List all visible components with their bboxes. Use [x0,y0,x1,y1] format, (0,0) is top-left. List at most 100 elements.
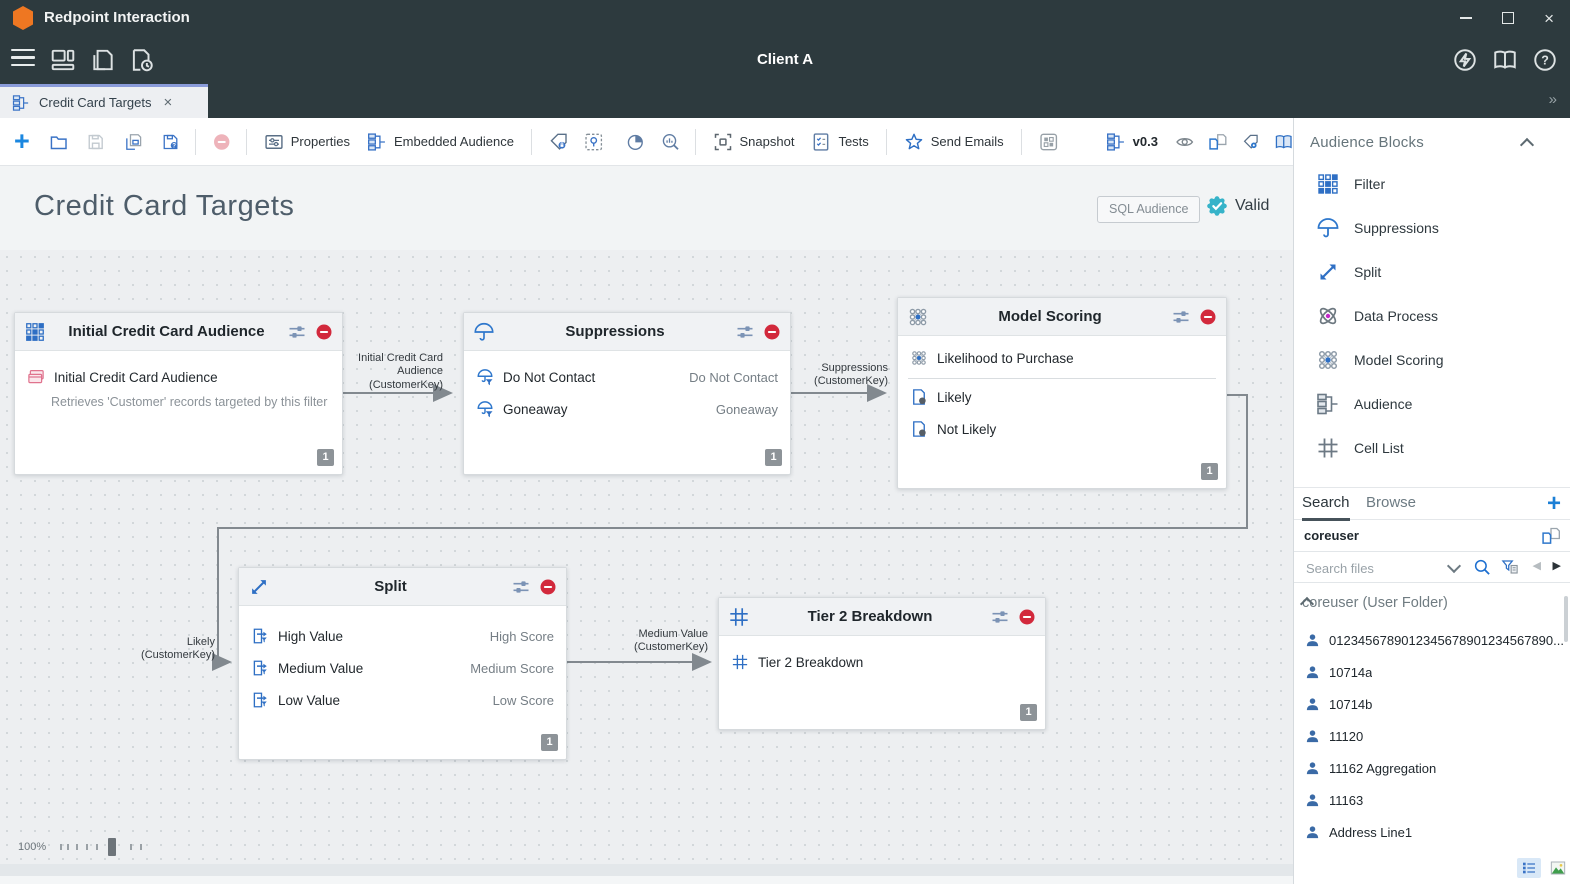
search-icon[interactable] [1473,558,1491,576]
forward-icon[interactable]: ▶ [1552,560,1561,572]
folder-pages-icon[interactable] [1541,526,1561,546]
snapshot-button[interactable]: Snapshot [713,132,794,152]
flow-canvas[interactable]: Credit Card Targets SQL Audience Valid I… [0,166,1293,884]
tab-close-icon[interactable]: × [163,94,173,111]
node-tier-2-breakdown[interactable]: Tier 2 Breakdown Tier 2 Breakdown 1 [718,597,1046,730]
version-button[interactable]: v0.3 [1106,132,1158,152]
node-model-scoring[interactable]: Model Scoring Likelihood to Purchase Lik… [897,297,1227,489]
tests-button[interactable]: Tests [811,132,869,152]
flash-icon[interactable] [1452,47,1478,73]
node-row[interactable]: Do Not Contact Do Not Contact [464,361,790,393]
tab-browse[interactable]: Browse [1366,494,1417,511]
node-header: Suppressions [464,313,790,351]
atom-icon [1316,304,1340,328]
search-files-input[interactable] [1304,556,1446,580]
zoom-slider-handle[interactable] [108,838,117,856]
more-tabs-icon[interactable]: » [1548,91,1557,108]
file-item[interactable]: 10714b [1294,688,1570,720]
folder-section-header[interactable]: coreuser (User Folder) [1294,583,1570,623]
model-scoring-icon [1316,348,1340,372]
palette-item-model-scoring[interactable]: Model Scoring [1294,338,1570,382]
thumbnail-view-toggle[interactable] [1546,858,1570,878]
palette-item-suppressions[interactable]: Suppressions [1294,206,1570,250]
node-settings-icon[interactable] [1171,307,1191,327]
file-item[interactable]: Address Line1 [1294,816,1570,848]
search-row: ◀ ▶ [1294,552,1570,583]
palette-item-data-process[interactable]: Data Process [1294,294,1570,338]
node-remove-icon[interactable] [539,578,557,596]
node-row[interactable]: Likelihood to Purchase [898,342,1226,374]
node-remove-icon[interactable] [1018,608,1036,626]
tag-icon[interactable] [1242,132,1260,152]
save-copy-icon[interactable] [124,131,143,153]
help-icon[interactable] [1532,47,1558,73]
pie-chart-icon[interactable] [626,131,645,153]
edge-label: Medium Value (CustomerKey) [634,628,708,654]
node-settings-icon[interactable] [735,322,755,342]
horizontal-scrollbar[interactable] [0,864,1293,876]
analyze-icon[interactable] [661,131,680,153]
back-icon[interactable]: ◀ [1532,560,1541,572]
book-icon[interactable] [1492,47,1518,73]
node-row[interactable]: Medium Value Medium Score [239,652,566,684]
embedded-audience-button[interactable]: Embedded Audience [367,132,514,152]
remove-icon[interactable] [212,131,231,153]
file-item[interactable]: 11120 [1294,720,1570,752]
palette-item-split[interactable]: Split [1294,250,1570,294]
blocks-grid-icon[interactable] [1039,131,1058,153]
filter-files-icon[interactable] [1501,558,1519,576]
open-folder-icon[interactable] [49,131,68,153]
collapse-palette-icon[interactable] [1519,137,1535,153]
node-split[interactable]: Split High Value High Score Medium Value… [238,567,567,760]
close-window-button[interactable]: × [1544,8,1554,28]
umbrella-icon [473,321,495,343]
node-settings-icon[interactable] [511,577,531,597]
send-emails-button[interactable]: Send Emails [904,132,1004,152]
list-view-toggle[interactable] [1517,858,1541,878]
node-row[interactable]: Initial Credit Card Audience [15,361,342,393]
query-value[interactable]: coreuser [1304,528,1359,543]
new-button[interactable]: + [14,126,30,156]
node-row[interactable]: Tier 2 Breakdown [719,646,1045,678]
file-item[interactable]: 0123456789012345678901234567890... [1294,624,1570,656]
minimize-button[interactable] [1460,17,1473,19]
node-remove-icon[interactable] [315,323,333,341]
palette-item-filter[interactable]: Filter [1294,162,1570,206]
cell-grid-icon [728,606,750,628]
tag-lock-icon[interactable] [549,131,568,153]
node-row[interactable]: Goneaway Goneaway [464,393,790,425]
model-scoring-icon [907,306,929,328]
file-item[interactable]: 11163 [1294,784,1570,816]
pin-region-icon[interactable] [584,131,603,153]
save-icon[interactable] [86,131,105,153]
node-row[interactable]: Likely [898,381,1226,413]
node-remove-icon[interactable] [763,323,781,341]
add-button[interactable]: + [1546,490,1561,517]
menu-icon[interactable] [11,49,35,67]
node-suppressions[interactable]: Suppressions Do Not Contact Do Not Conta… [463,312,791,475]
tab-credit-card-targets[interactable]: Credit Card Targets × [0,84,208,118]
palette-item-audience[interactable]: Audience [1294,382,1570,426]
node-row[interactable]: Low Value Low Score [239,684,566,716]
node-row[interactable]: High Value High Score [239,620,566,652]
palette-item-cell-list[interactable]: Cell List [1294,426,1570,470]
file-item[interactable]: 11162 Aggregation [1294,752,1570,784]
node-row[interactable]: Not Likely [898,413,1226,445]
node-initial-credit-card-audience[interactable]: Initial Credit Card Audience Initial Cre… [14,312,343,475]
count-badge: 1 [765,449,782,466]
chevron-down-icon[interactable] [1446,558,1462,574]
tab-search[interactable]: Search [1302,494,1350,521]
eye-icon[interactable] [1175,131,1194,153]
node-remove-icon[interactable] [1199,308,1217,326]
vertical-scrollbar[interactable] [1564,596,1568,642]
node-settings-icon[interactable] [990,607,1010,627]
file-item[interactable]: 10714a [1294,656,1570,688]
node-title: Tier 2 Breakdown [807,608,933,625]
tab-strip: Credit Card Targets × » [0,84,1570,118]
node-settings-icon[interactable] [287,322,307,342]
folder-pages-icon[interactable] [1208,131,1227,153]
open-book-icon[interactable] [1274,131,1293,153]
maximize-button[interactable] [1502,12,1515,24]
properties-button[interactable]: Properties [264,132,350,152]
save-as-icon[interactable] [161,131,180,153]
